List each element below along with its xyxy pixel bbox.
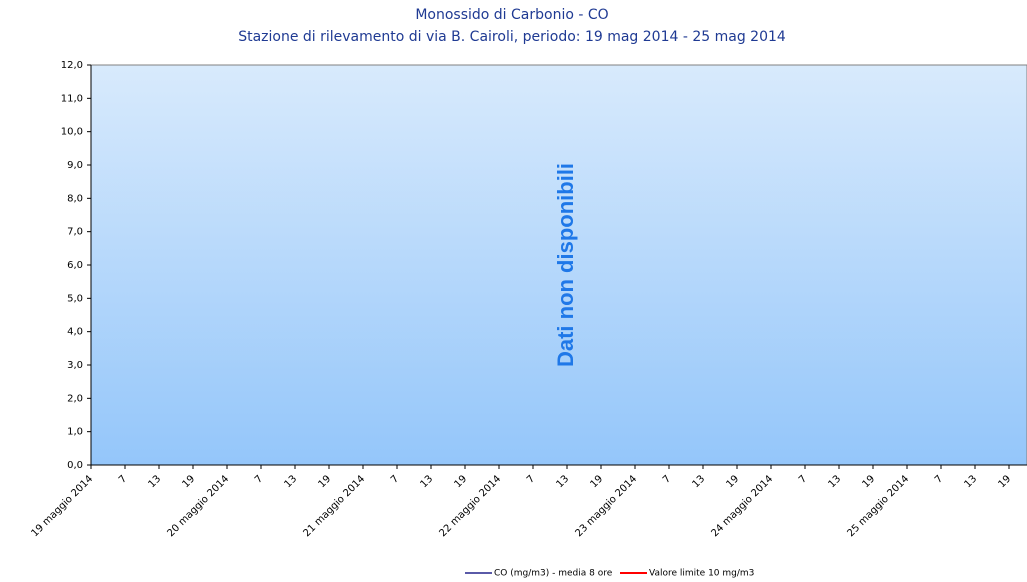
x-tick-label: 20 maggio 2014 — [165, 473, 231, 539]
chart-subtitle: Stazione di rilevamento di via B. Cairol… — [238, 29, 786, 45]
y-tick-label: 8,0 — [67, 193, 83, 204]
x-tick-label: 7 — [525, 473, 537, 485]
y-tick-label: 1,0 — [67, 427, 83, 438]
y-tick-label: 12,0 — [61, 60, 83, 71]
x-tick-label: 25 maggio 2014 — [845, 473, 911, 539]
x-tick-label: 19 maggio 2014 — [29, 473, 95, 539]
x-tick-label: 7 — [389, 473, 401, 485]
x-tick-label: 13 — [962, 473, 979, 490]
x-tick-label: 23 maggio 2014 — [573, 473, 639, 539]
y-tick-label: 7,0 — [67, 227, 83, 238]
annotation: Dati non disponibili — [553, 163, 578, 367]
x-tick-label: 19 — [316, 473, 333, 490]
y-tick-label: 11,0 — [61, 93, 83, 104]
x-tick-label: 24 maggio 2014 — [709, 473, 775, 539]
x-tick-label: 19 — [724, 473, 741, 490]
y-tick-label: 5,0 — [67, 293, 83, 304]
y-tick-label: 10,0 — [61, 127, 83, 138]
x-tick-label: 19 — [588, 473, 605, 490]
x-tick-label: 13 — [554, 473, 571, 490]
x-tick-label: 7 — [933, 473, 945, 485]
x-tick-label: 19 — [452, 473, 469, 490]
x-tick-label: 19 — [180, 473, 197, 490]
y-tick-label: 3,0 — [67, 360, 83, 371]
y-tick-label: 9,0 — [67, 160, 83, 171]
x-tick-label: 13 — [690, 473, 707, 490]
x-tick-label: 22 maggio 2014 — [437, 473, 503, 539]
x-tick-label: 13 — [146, 473, 163, 490]
x-tick-label: 13 — [418, 473, 435, 490]
x-tick-label: 7 — [797, 473, 809, 485]
plot-area — [90, 64, 1027, 466]
legend-label: CO (mg/m3) - media 8 ore — [494, 569, 613, 579]
x-tick-label: 19 — [860, 473, 877, 490]
y-tick-label: 6,0 — [67, 260, 83, 271]
chart-title: Monossido di Carbonio - CO — [415, 7, 608, 23]
x-tick-label: 7 — [661, 473, 673, 485]
y-tick-label: 0,0 — [67, 460, 83, 471]
x-tick-label: 7 — [253, 473, 265, 485]
y-tick-label: 4,0 — [67, 327, 83, 338]
legend-label: Valore limite 10 mg/m3 — [649, 569, 754, 579]
y-tick-label: 2,0 — [67, 393, 83, 404]
x-tick-label: 13 — [282, 473, 299, 490]
x-tick-label: 19 — [996, 473, 1013, 490]
x-tick-label: 13 — [826, 473, 843, 490]
x-tick-label: 7 — [117, 473, 129, 485]
x-tick-label: 21 maggio 2014 — [301, 473, 367, 539]
